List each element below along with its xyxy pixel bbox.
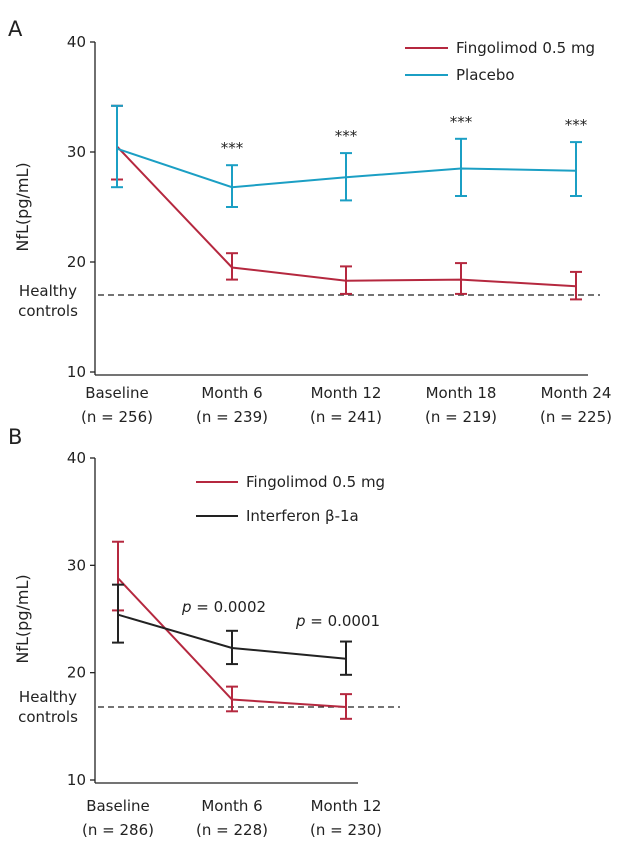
x-tick-count-label: (n = 230) — [310, 821, 382, 839]
legend-label: Placebo — [456, 66, 515, 84]
p-value: = 0.0001 — [305, 612, 380, 630]
p-value: = 0.0002 — [191, 598, 266, 616]
series-2 — [112, 583, 352, 676]
significance-marker: *** — [450, 113, 473, 131]
x-tick-label: Month 6 — [201, 797, 262, 815]
y-axis-label: NfL(pg/mL) — [13, 162, 32, 251]
panel-a: A 10 20 30 40 Baseline (n = 256) Month 6 (n = 2… — [8, 17, 612, 426]
panel-b-axes: 10 20 30 40 Baseline (n = 286) Month 6 (n = 228… — [13, 449, 382, 839]
x-tick-label: Month 6 — [201, 384, 262, 402]
p-value-label: p = 0.0001 — [295, 612, 380, 630]
healthy-controls-label: Healthy — [19, 688, 77, 706]
y-tick-label: 20 — [67, 664, 86, 682]
panel-b-legend: Fingolimod 0.5 mg Interferon β-1a — [196, 473, 385, 525]
y-tick-label: 40 — [67, 449, 86, 467]
p-symbol: p — [295, 612, 306, 630]
panel-b-series — [112, 540, 352, 720]
x-tick-label: Month 24 — [541, 384, 612, 402]
panel-b: B 10 20 30 40 Baseline (n = 286) Month 6 (n = 2… — [8, 425, 400, 839]
significance-marker: *** — [565, 116, 588, 134]
x-tick-label: Baseline — [86, 797, 150, 815]
y-tick-label: 40 — [67, 33, 86, 51]
legend-label: Fingolimod 0.5 mg — [246, 473, 385, 491]
healthy-controls-label: controls — [18, 708, 78, 726]
y-tick-label: 10 — [67, 363, 86, 381]
x-tick-count-label: (n = 256) — [81, 408, 153, 426]
x-tick-count-label: (n = 239) — [196, 408, 268, 426]
x-tick-label: Baseline — [85, 384, 149, 402]
x-tick-label: Month 18 — [426, 384, 497, 402]
significance-marker: *** — [221, 139, 244, 157]
series-line — [116, 147, 577, 189]
legend-label: Fingolimod 0.5 mg — [456, 39, 595, 57]
x-tick-count-label: (n = 228) — [196, 821, 268, 839]
y-tick-label: 20 — [67, 253, 86, 271]
y-axis-label: NfL(pg/mL) — [13, 574, 32, 663]
p-symbol: p — [181, 598, 192, 616]
x-tick-label: Month 12 — [311, 797, 382, 815]
series-2 — [111, 104, 582, 208]
p-value-label: p = 0.0002 — [181, 598, 266, 616]
series-1 — [111, 104, 582, 301]
x-tick-count-label: (n = 241) — [310, 408, 382, 426]
panel-b-reference: Healthy controls — [18, 688, 400, 726]
x-tick-count-label: (n = 219) — [425, 408, 497, 426]
healthy-controls-label: Healthy — [19, 282, 77, 300]
series-line — [116, 145, 577, 288]
panel-a-reference: Healthy controls — [18, 282, 600, 320]
series-line — [117, 577, 347, 709]
x-tick-count-label: (n = 225) — [540, 408, 612, 426]
significance-marker: *** — [335, 127, 358, 145]
y-tick-label: 30 — [67, 143, 86, 161]
series-1 — [112, 540, 352, 720]
panel-b-letter: B — [8, 425, 22, 449]
x-tick-count-label: (n = 286) — [82, 821, 154, 839]
y-tick-label: 10 — [67, 771, 86, 789]
panel-a-axes: 10 20 30 40 Baseline (n = 256) Month 6 (n = 239… — [13, 33, 612, 426]
panel-a-letter: A — [8, 17, 23, 41]
x-tick-label: Month 12 — [311, 384, 382, 402]
series-line — [117, 613, 347, 660]
healthy-controls-label: controls — [18, 302, 78, 320]
legend-label: Interferon β-1a — [246, 507, 359, 525]
y-tick-label: 30 — [67, 556, 86, 574]
panel-a-series — [111, 104, 582, 301]
panel-a-legend: Fingolimod 0.5 mg Placebo — [405, 39, 595, 84]
panel-a-annotations: *** *** *** *** — [221, 113, 588, 157]
